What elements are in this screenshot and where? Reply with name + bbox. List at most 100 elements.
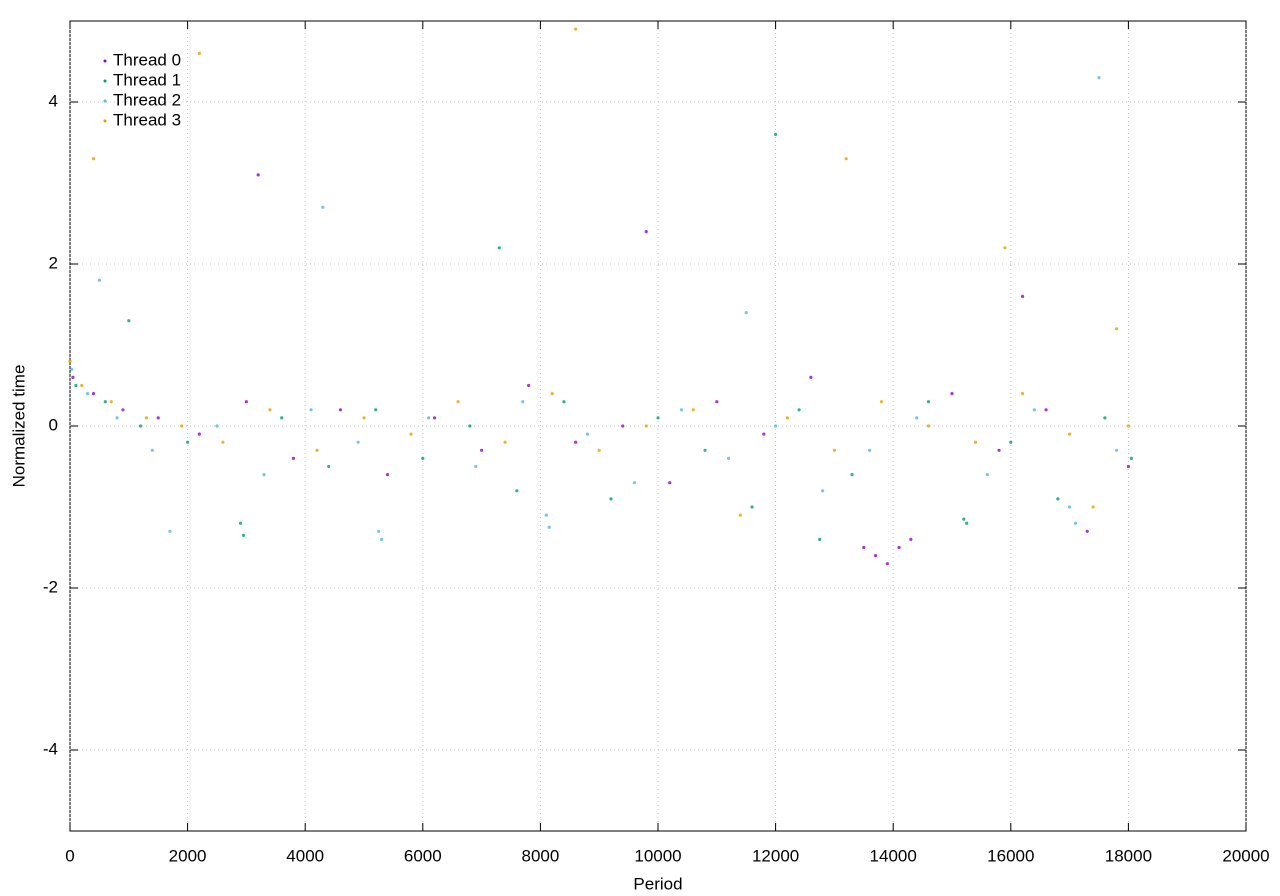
point — [515, 489, 519, 493]
y-tick-label: -4 — [43, 739, 58, 758]
legend-label: Thread 1 — [113, 70, 181, 89]
point — [150, 448, 154, 452]
x-tick-label: 8000 — [521, 846, 559, 865]
point — [965, 521, 969, 525]
point — [1020, 392, 1025, 396]
point — [562, 400, 566, 404]
x-tick-label: 12000 — [752, 846, 799, 865]
point — [850, 473, 854, 477]
point — [421, 456, 425, 460]
point — [703, 448, 707, 452]
point — [679, 408, 684, 412]
point — [1020, 294, 1025, 298]
point — [291, 456, 296, 460]
point — [1032, 408, 1036, 412]
point — [1085, 529, 1089, 533]
point — [1129, 456, 1133, 460]
point — [738, 513, 742, 517]
point — [156, 416, 160, 420]
x-tick-label: 2000 — [169, 846, 207, 865]
point — [374, 408, 378, 412]
point — [644, 230, 648, 234]
point — [80, 383, 84, 388]
point — [885, 562, 889, 566]
point — [1068, 505, 1072, 509]
x-tick-label: 4000 — [286, 846, 324, 865]
point — [197, 51, 201, 56]
point — [574, 27, 578, 31]
point — [1126, 464, 1130, 469]
point — [1003, 246, 1007, 250]
point — [91, 392, 96, 396]
point — [1056, 497, 1060, 501]
legend-marker — [103, 99, 107, 103]
point — [474, 464, 478, 469]
legend-marker — [103, 79, 107, 83]
point — [879, 400, 884, 404]
point — [750, 505, 754, 509]
point — [377, 529, 381, 533]
point — [973, 440, 978, 444]
legend-label: Thread 2 — [113, 90, 181, 109]
point — [91, 157, 96, 161]
point — [362, 416, 366, 420]
point — [74, 383, 78, 388]
point — [774, 132, 778, 136]
point — [1115, 448, 1119, 452]
point — [997, 448, 1001, 452]
x-axis-label: Period — [633, 874, 682, 893]
point — [309, 408, 313, 412]
point — [621, 424, 625, 428]
point — [186, 440, 190, 444]
point — [338, 408, 343, 412]
point — [409, 432, 413, 436]
legend-label: Thread 3 — [113, 110, 181, 129]
point — [115, 416, 119, 420]
y-tick-label: -2 — [43, 577, 58, 596]
point — [585, 432, 590, 436]
point — [1091, 505, 1095, 509]
point — [844, 157, 848, 161]
point — [432, 416, 437, 420]
point — [873, 554, 878, 558]
y-axis-label: Normalized time — [9, 365, 28, 488]
point — [385, 473, 390, 477]
point — [71, 375, 75, 379]
x-tick-label: 6000 — [404, 846, 442, 865]
point — [380, 537, 384, 542]
point — [1073, 521, 1078, 525]
point — [1044, 408, 1048, 412]
point — [86, 392, 90, 396]
point — [574, 440, 578, 444]
legend-marker — [103, 59, 107, 63]
point — [356, 440, 360, 444]
point — [262, 473, 266, 477]
point — [726, 456, 731, 460]
point — [1126, 424, 1130, 428]
point — [868, 448, 872, 452]
point — [315, 448, 319, 452]
point — [774, 424, 778, 428]
point — [327, 464, 331, 469]
point — [632, 481, 637, 485]
y-tick-label: 2 — [49, 253, 58, 272]
point — [797, 408, 801, 412]
x-tick-label: 14000 — [870, 846, 917, 865]
point — [456, 400, 460, 404]
point — [180, 424, 184, 428]
point — [215, 424, 219, 428]
point — [862, 545, 866, 550]
x-tick-label: 16000 — [987, 846, 1034, 865]
y-tick-label: 4 — [49, 91, 58, 110]
point — [197, 432, 201, 436]
point — [644, 424, 648, 428]
point — [897, 545, 901, 550]
point — [427, 416, 431, 420]
point — [127, 319, 131, 323]
point — [521, 400, 525, 404]
point — [238, 521, 243, 525]
legend-marker — [103, 119, 107, 123]
point — [744, 311, 748, 315]
point — [809, 375, 813, 379]
